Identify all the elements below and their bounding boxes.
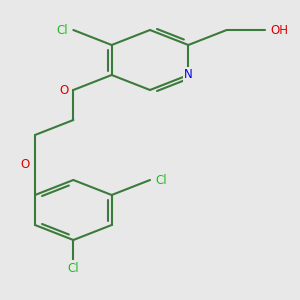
Text: O: O [59,83,68,97]
Text: OH: OH [270,23,288,37]
Text: O: O [21,158,30,172]
Text: Cl: Cl [155,173,167,187]
Text: Cl: Cl [68,262,79,275]
Text: Cl: Cl [57,23,68,37]
Text: N: N [184,68,193,82]
